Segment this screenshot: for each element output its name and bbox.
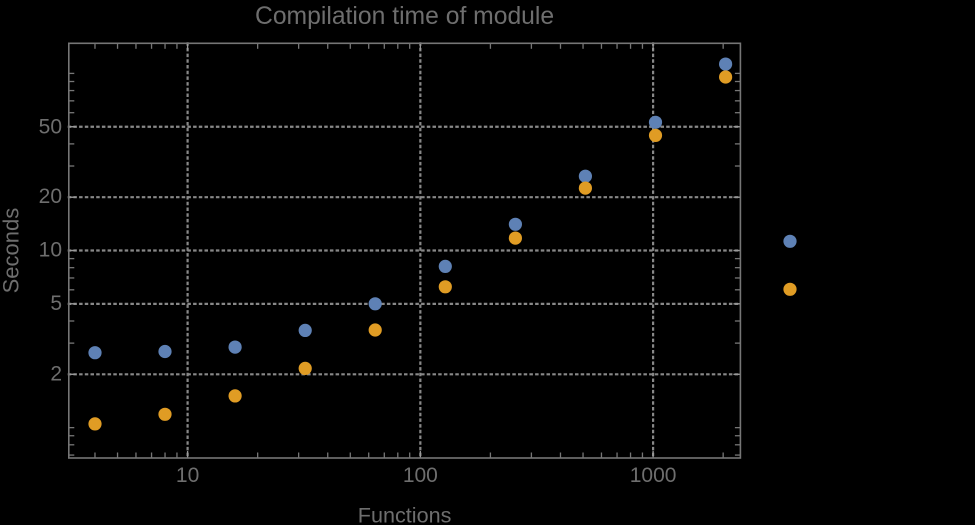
svg-text:10: 10 [39, 238, 62, 261]
svg-text:Seconds: Seconds [0, 208, 24, 294]
svg-text:10: 10 [176, 464, 199, 487]
svg-text:Functions: Functions [358, 503, 452, 525]
svg-text:100: 100 [403, 464, 438, 487]
svg-text:2: 2 [50, 362, 62, 385]
svg-text:5: 5 [50, 292, 62, 315]
svg-text:20: 20 [39, 185, 62, 208]
svg-text:50: 50 [39, 116, 62, 139]
svg-text:1000: 1000 [630, 464, 677, 487]
svg-text:Compilation time of module: Compilation time of module [255, 3, 554, 30]
